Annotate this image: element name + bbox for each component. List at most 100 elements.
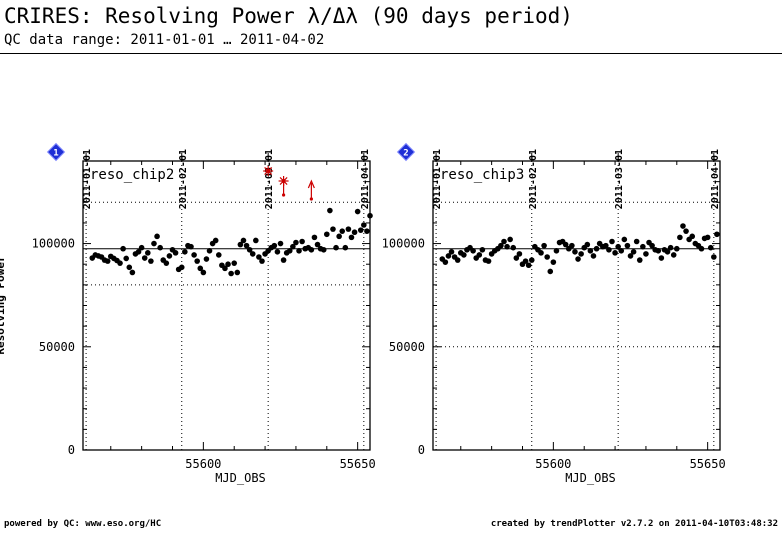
data-point xyxy=(166,253,173,259)
y-tick-label: 0 xyxy=(68,443,75,457)
data-point xyxy=(253,237,259,244)
x-tick-label: 55600 xyxy=(185,457,221,471)
data-point xyxy=(658,255,665,261)
data-point xyxy=(624,242,631,249)
data-point xyxy=(680,223,686,229)
date-tick-label: 2011-02-01 xyxy=(528,149,539,209)
panel-frame xyxy=(432,160,721,451)
data-point xyxy=(547,268,554,275)
data-point xyxy=(525,262,532,269)
x-axis-label: MJD_OBS xyxy=(215,471,266,485)
data-point xyxy=(479,246,486,253)
data-point xyxy=(237,241,244,248)
data-point xyxy=(498,242,504,249)
data-point xyxy=(240,237,247,244)
data-point xyxy=(442,259,449,265)
data-point xyxy=(172,250,179,256)
data-point xyxy=(320,246,327,253)
data-point xyxy=(485,258,492,264)
page-title: CRIRES: Resolving Power λ/Δλ (90 days pe… xyxy=(4,4,573,28)
data-point xyxy=(206,247,213,254)
data-point xyxy=(538,250,544,256)
date-tick-label: 2011-03-01 xyxy=(614,149,625,209)
data-point xyxy=(126,264,133,271)
data-point xyxy=(593,245,600,252)
data-point xyxy=(333,244,339,251)
data-point xyxy=(544,254,550,260)
data-point xyxy=(290,243,296,250)
data-point xyxy=(197,265,204,272)
data-point xyxy=(129,269,136,276)
data-point xyxy=(667,244,674,251)
data-point xyxy=(271,242,278,249)
data-point xyxy=(572,249,578,255)
data-point xyxy=(364,228,370,234)
data-point xyxy=(145,250,151,256)
data-point xyxy=(627,253,634,259)
y-tick-label: 50000 xyxy=(389,340,425,354)
data-point xyxy=(636,257,643,263)
data-point xyxy=(476,252,483,258)
data-point xyxy=(141,255,148,261)
data-point xyxy=(351,229,358,236)
data-point xyxy=(182,249,188,255)
data-point xyxy=(704,234,711,241)
data-point xyxy=(299,238,305,245)
outlier-marker xyxy=(307,179,315,201)
data-point xyxy=(630,249,637,255)
data-point xyxy=(448,249,455,255)
data-point xyxy=(274,249,281,255)
data-point xyxy=(357,227,364,233)
data-point xyxy=(640,243,646,250)
data-point xyxy=(643,251,649,257)
outlier-marker xyxy=(278,176,289,197)
data-point xyxy=(345,226,352,232)
data-point xyxy=(445,253,452,259)
outlier-dot xyxy=(281,193,286,197)
data-point xyxy=(249,251,256,257)
y-tick-label: 0 xyxy=(418,443,425,457)
data-point xyxy=(664,249,671,255)
panel-title: reso_chip2 xyxy=(90,167,174,183)
data-point xyxy=(367,212,373,219)
date-tick-label: 2011-04-01 xyxy=(360,149,371,209)
data-point xyxy=(256,254,262,260)
data-point xyxy=(225,261,231,268)
data-point xyxy=(507,236,513,243)
data-point xyxy=(587,247,594,254)
data-point xyxy=(711,254,717,260)
data-point xyxy=(698,245,705,252)
badge-number: 2 xyxy=(403,149,408,159)
data-point xyxy=(673,245,680,252)
data-point xyxy=(677,234,683,241)
data-point xyxy=(361,222,367,228)
data-point xyxy=(163,260,170,266)
header-divider xyxy=(0,53,782,54)
data-point xyxy=(670,252,677,258)
y-tick-label: 100000 xyxy=(382,237,425,251)
date-tick-label: 2011-02-01 xyxy=(178,149,189,209)
data-point xyxy=(339,228,346,234)
y-axis-label: Resolving Power xyxy=(0,255,7,355)
data-point xyxy=(461,252,467,258)
data-point xyxy=(277,240,284,247)
data-point xyxy=(342,244,349,251)
data-point xyxy=(228,270,234,277)
data-point xyxy=(178,264,185,271)
x-tick-label: 55650 xyxy=(690,457,726,471)
data-point xyxy=(123,255,130,262)
data-point xyxy=(336,233,342,240)
data-point xyxy=(243,242,250,249)
panel-index-badge: 2 xyxy=(396,142,416,162)
data-point xyxy=(120,245,126,252)
x-axis-label: MJD_OBS xyxy=(565,471,616,485)
page-subtitle: QC data range: 2011-01-01 … 2011-04-02 xyxy=(4,32,325,48)
data-point xyxy=(689,233,696,240)
data-point xyxy=(293,239,299,246)
data-point xyxy=(280,257,287,263)
data-point xyxy=(513,255,520,261)
x-tick-label: 55600 xyxy=(535,457,571,471)
data-point xyxy=(649,242,655,249)
data-point xyxy=(286,247,293,254)
